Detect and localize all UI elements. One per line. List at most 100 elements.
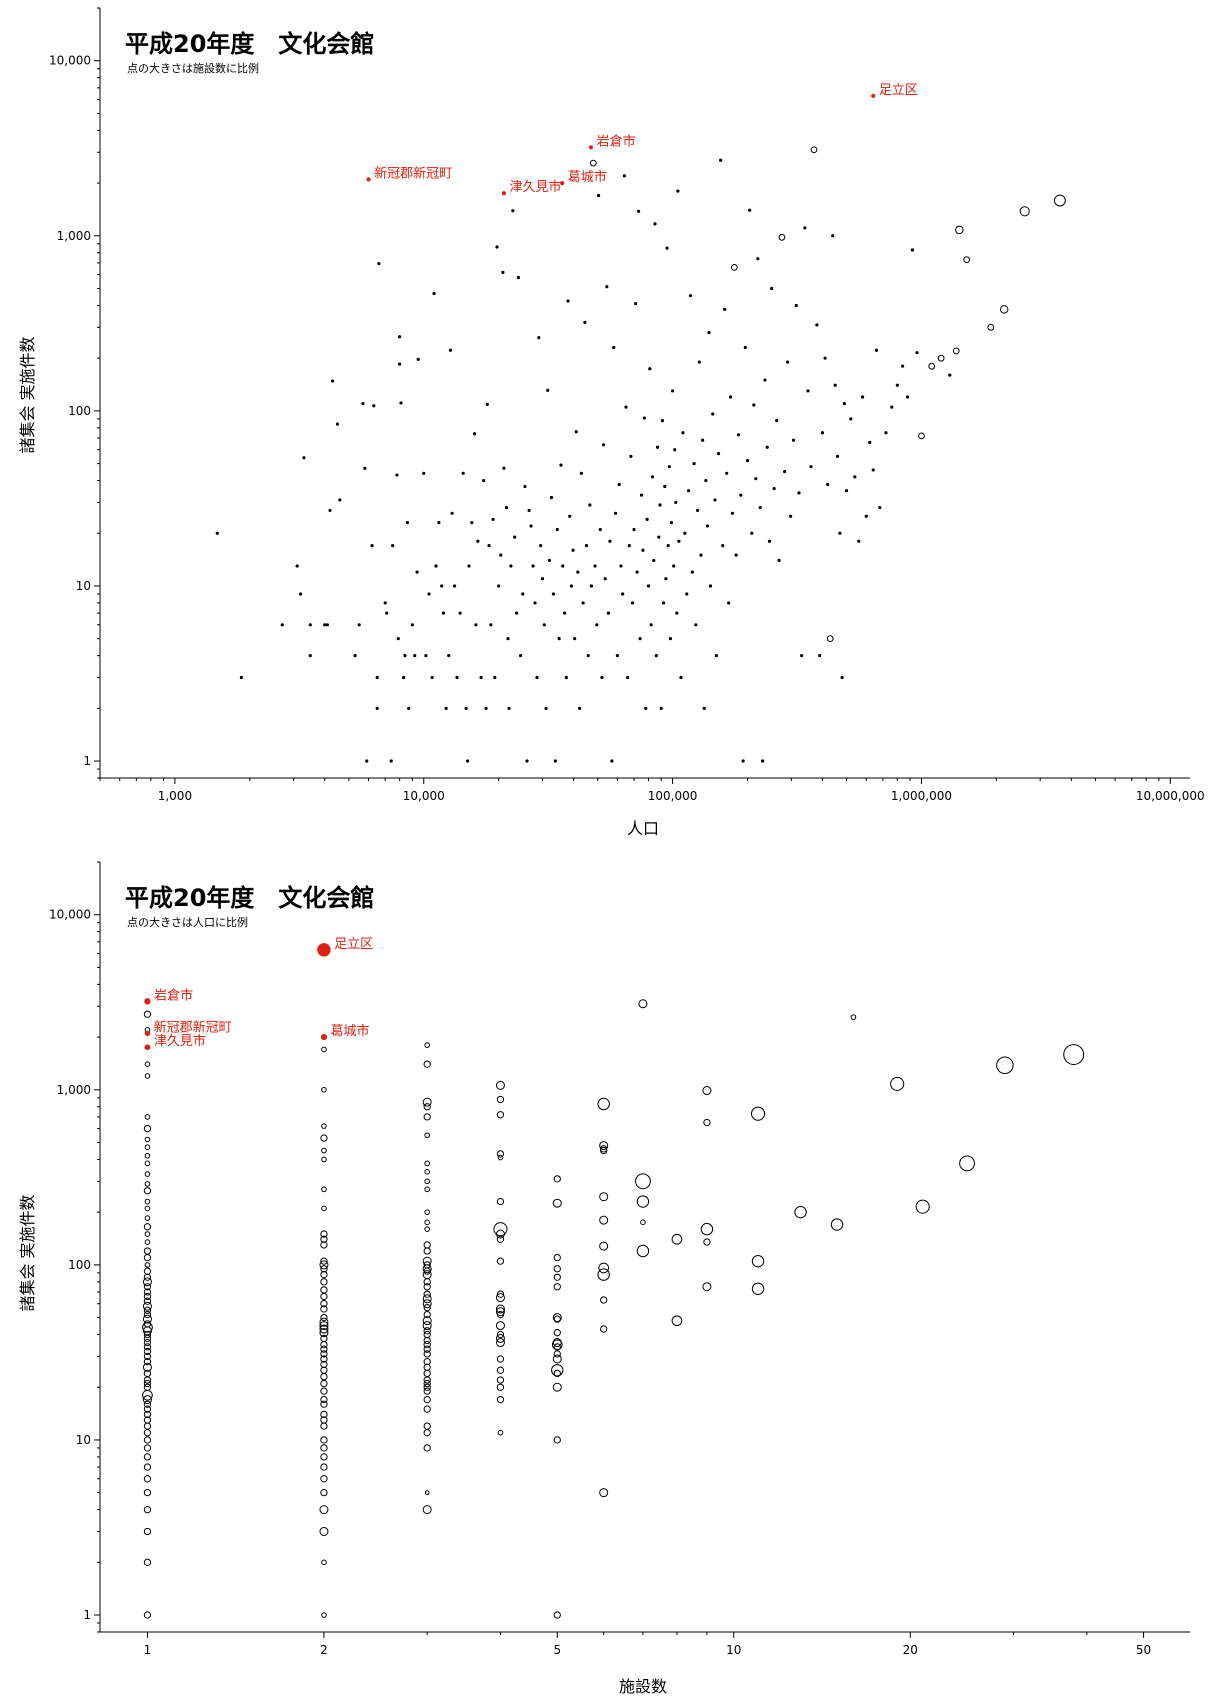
- data-point: [553, 1273, 561, 1281]
- data-point: [615, 654, 619, 658]
- data-point: [496, 1290, 505, 1298]
- data-point: [576, 570, 580, 574]
- data-point: [424, 1178, 430, 1185]
- data-point: [593, 564, 597, 568]
- data-point: [239, 675, 243, 680]
- x-axis-label: 施設数: [619, 1677, 667, 1696]
- data-point: [826, 482, 830, 487]
- data-point: [599, 1488, 609, 1498]
- data-point: [424, 654, 428, 658]
- data-point: [600, 1296, 608, 1304]
- data-point: [424, 1132, 430, 1139]
- data-point: [635, 1173, 651, 1190]
- data-point: [728, 395, 733, 399]
- data-point: [434, 564, 438, 568]
- data-point: [657, 535, 661, 539]
- data-point: [319, 1321, 329, 1331]
- data-point: [437, 521, 441, 525]
- data-point: [423, 1422, 431, 1430]
- x-tick-label: 2: [320, 1643, 328, 1657]
- data-point: [617, 482, 621, 487]
- data-point: [645, 517, 649, 521]
- data-point: [672, 564, 676, 568]
- data-point: [791, 438, 796, 442]
- data-point: [815, 323, 819, 327]
- data-point: [826, 635, 834, 643]
- highlight-point: [144, 1044, 151, 1051]
- data-point: [321, 1086, 327, 1093]
- chart-panel-population: 平成20年度 文化会館 点の大きさは施設数に比例 人口 諸集会 実施件数 1 10…: [18, 7, 1205, 838]
- data-point: [143, 1379, 152, 1388]
- data-point: [772, 486, 776, 491]
- data-point: [704, 478, 708, 483]
- data-point: [320, 1355, 328, 1363]
- data-point: [553, 1611, 561, 1619]
- x-tick-label: 10,000: [403, 789, 445, 803]
- data-point: [542, 623, 546, 627]
- data-point: [770, 286, 774, 291]
- data-point: [948, 373, 952, 377]
- data-point: [638, 999, 648, 1009]
- data-point: [890, 405, 894, 409]
- data-point: [629, 454, 633, 458]
- data-point: [423, 1387, 431, 1395]
- data-point: [143, 1330, 152, 1339]
- chart-subtitle: 点の大きさは人口に比例: [127, 915, 248, 929]
- data-point: [694, 623, 698, 627]
- data-point: [803, 226, 807, 230]
- data-point: [608, 539, 612, 543]
- data-point: [553, 1329, 561, 1337]
- data-point: [736, 433, 741, 437]
- data-point: [423, 1247, 431, 1255]
- data-point: [143, 1283, 152, 1291]
- data-point: [405, 521, 410, 525]
- data-point: [797, 491, 801, 495]
- data-point: [553, 1436, 561, 1444]
- data-point: [638, 637, 642, 641]
- data-point: [584, 544, 589, 548]
- data-point: [963, 256, 971, 264]
- data-point: [365, 759, 369, 763]
- data-point: [727, 601, 731, 605]
- data-point: [320, 1270, 328, 1279]
- data-point: [424, 1209, 430, 1215]
- data-point: [705, 524, 710, 528]
- data-point: [775, 418, 779, 423]
- data-point: [319, 1317, 329, 1327]
- data-point: [639, 493, 644, 497]
- data-point: [424, 1490, 430, 1496]
- data-point: [455, 675, 459, 680]
- data-point: [144, 1144, 151, 1150]
- data-point: [423, 1283, 431, 1291]
- data-point: [319, 1526, 329, 1536]
- data-point: [458, 611, 462, 615]
- highlight-point: [501, 191, 507, 196]
- data-point: [844, 489, 849, 493]
- data-point: [144, 1215, 151, 1221]
- data-point: [320, 1444, 328, 1452]
- data-point: [579, 471, 583, 475]
- highlight-label: 津久見市: [154, 1033, 206, 1049]
- data-point: [605, 285, 609, 289]
- data-point: [320, 1400, 328, 1408]
- data-point: [551, 592, 556, 596]
- data-point: [671, 389, 675, 393]
- data-point: [391, 544, 395, 548]
- data-point: [422, 1505, 432, 1515]
- data-point: [299, 592, 303, 596]
- data-point: [423, 1383, 431, 1391]
- data-point: [335, 422, 340, 426]
- data-point: [641, 548, 645, 552]
- data-point: [673, 448, 677, 452]
- data-point: [320, 1379, 328, 1388]
- data-point: [325, 623, 329, 627]
- data-point: [495, 1333, 505, 1343]
- data-point: [552, 1313, 562, 1323]
- data-point: [511, 209, 515, 213]
- data-point: [600, 1146, 608, 1155]
- data-point: [423, 1369, 431, 1378]
- data-point: [501, 270, 505, 274]
- y-tick-label: 10,000: [49, 54, 91, 68]
- data-point: [495, 1321, 505, 1331]
